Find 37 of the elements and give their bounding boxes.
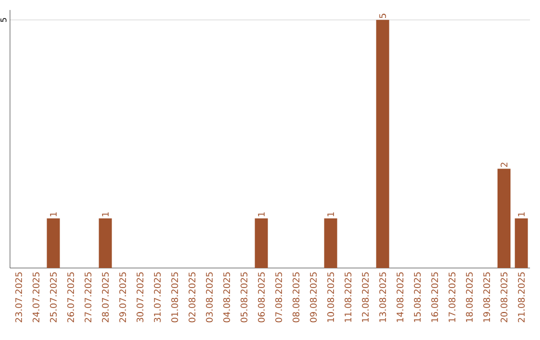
x-tick-label: 28.07.2025 [102,272,109,322]
data-label: 1 [102,212,109,216]
x-tick-label: 04.08.2025 [223,272,230,322]
x-tick-label: 29.07.2025 [119,272,126,322]
data-label: 5 [379,14,386,18]
data-label: 1 [258,212,265,216]
x-tick-label: 07.08.2025 [275,272,282,322]
x-tick-label: 10.08.2025 [327,272,334,322]
data-label: 2 [500,162,508,167]
x-tick-label: 16.08.2025 [431,272,438,322]
x-tick-label: 01.08.2025 [171,272,178,322]
x-tick-label: 12.08.2025 [362,272,369,322]
x-tick-label: 26.07.2025 [67,272,74,322]
x-tick-label: 24.07.2025 [32,272,40,322]
x-tick-label: 27.07.2025 [84,272,92,322]
x-tick-label: 11.08.2025 [344,272,352,322]
x-tick-label: 08.08.2025 [292,272,300,322]
x-tick-label: 02.08.2025 [188,272,196,322]
x-tick-label: 09.08.2025 [310,272,317,322]
x-tick-label: 20.08.2025 [500,272,508,322]
x-tick-label: 18.08.2025 [466,272,473,322]
x-tick-label: 21.08.2025 [518,272,525,322]
data-label: 1 [327,212,334,216]
data-label: 1 [518,212,525,216]
x-tick-label: 23.07.2025 [15,272,22,322]
x-tick-label: 25.07.2025 [50,272,57,322]
x-tick-label: 13.08.2025 [379,272,386,322]
x-tick-label: 06.08.2025 [258,272,265,322]
x-tick-label: 17.08.2025 [448,272,456,322]
x-tick-label: 14.08.2025 [396,272,404,322]
data-label: 1 [50,212,57,216]
x-tick-label: 30.07.2025 [136,272,144,322]
x-tick-label: 19.08.2025 [483,272,490,322]
x-tick-label: 31.07.2025 [154,272,161,322]
x-tick-label: 03.08.2025 [206,272,213,322]
x-tick-label: 15.08.2025 [414,272,421,322]
x-tick-label: 05.08.2025 [240,272,248,322]
